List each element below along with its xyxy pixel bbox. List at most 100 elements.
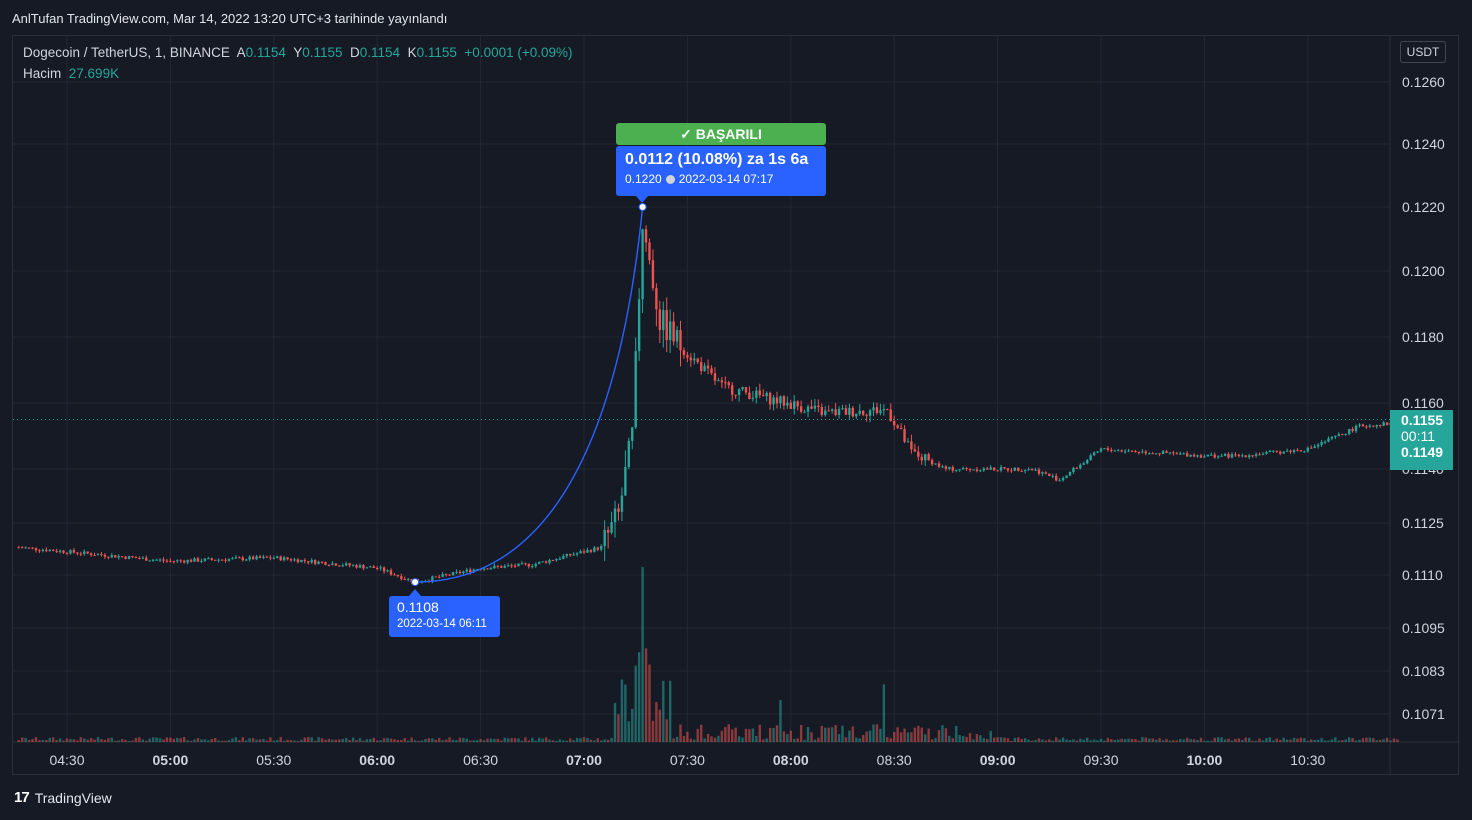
volume-bar	[241, 737, 244, 742]
volume-label: Hacim	[23, 66, 62, 81]
volume-bar	[896, 727, 899, 742]
volume-bar	[358, 738, 362, 742]
y-tick-label: 0.1110	[1402, 567, 1443, 583]
candle-body	[55, 551, 58, 553]
volume-layer	[17, 567, 1399, 742]
x-tick-label: 08:30	[877, 752, 912, 768]
candle-body	[1213, 454, 1216, 458]
symbol-name[interactable]: Dogecoin / TetherUS, 1, BINANCE	[23, 45, 230, 60]
volume-bar	[1344, 739, 1347, 742]
volume-bar	[372, 737, 375, 742]
volume-bar	[141, 739, 145, 742]
candle-body	[944, 466, 948, 469]
candle-body	[1320, 441, 1323, 445]
volume-bar	[1151, 738, 1154, 742]
volume-bar	[799, 724, 803, 742]
volume-bar	[469, 740, 472, 742]
candle-body	[965, 467, 968, 469]
volume-bar	[1023, 738, 1027, 742]
volume-bar	[86, 739, 89, 742]
candle-body	[134, 557, 138, 559]
candle-body	[1206, 454, 1210, 457]
volume-bar	[103, 739, 107, 742]
candle-body	[937, 463, 941, 467]
candle-body	[1313, 446, 1316, 449]
candle-body	[1072, 467, 1075, 473]
volume-bar	[1203, 740, 1206, 742]
target-label-box[interactable]: 0.0112 (10.08%) za 1s 6a 0.1220 2022-03-…	[616, 146, 826, 196]
candle-body	[648, 242, 651, 261]
volume-bar	[313, 740, 317, 742]
volume-bar	[1272, 740, 1275, 742]
candle-body	[930, 460, 934, 465]
volume-bar	[248, 738, 251, 742]
volume-bar	[1051, 740, 1054, 742]
candle-body	[1189, 454, 1192, 457]
candle-body	[606, 529, 610, 533]
volume-bar	[813, 739, 817, 742]
volume-bar	[593, 740, 596, 742]
volume-bar	[83, 738, 86, 742]
volume-bar	[1182, 739, 1185, 742]
candle-body	[503, 565, 506, 568]
volume-bar	[641, 567, 644, 742]
volume-bar	[679, 724, 682, 742]
volume-bar	[775, 725, 779, 742]
candle-body	[803, 411, 806, 413]
candle-body	[1051, 475, 1054, 477]
candle-body	[300, 559, 303, 563]
low-label-box[interactable]: 0.1108 2022-03-14 06:11	[389, 596, 500, 637]
candle-body	[748, 392, 751, 400]
volume-bar	[24, 737, 27, 742]
candle-body	[813, 405, 817, 409]
candle-body	[448, 574, 451, 576]
volume-bar	[979, 735, 982, 742]
candle-body	[1244, 455, 1247, 458]
volume-bar	[1148, 738, 1151, 742]
volume-bar	[434, 739, 437, 742]
candle-body	[344, 563, 348, 566]
x-tick-label: 06:00	[359, 752, 395, 768]
volume-bar	[572, 740, 575, 742]
candle-body	[799, 406, 803, 412]
check-icon: ✓	[680, 126, 692, 142]
candle-body	[31, 547, 34, 549]
brand-footer[interactable]: 17 TradingView	[14, 789, 112, 806]
candle-body	[407, 578, 410, 580]
volume-bar	[617, 714, 620, 742]
candle-body	[1023, 469, 1027, 472]
volume-bar	[220, 740, 224, 742]
candle-body	[210, 558, 213, 560]
candle-body	[320, 561, 324, 563]
volume-bar	[1347, 737, 1351, 742]
candlestick-chart[interactable]: 0.12600.12400.12200.12000.11800.11600.11…	[13, 36, 1460, 776]
volume-bar	[27, 740, 31, 742]
volume-bar	[1279, 739, 1282, 742]
candle-body	[379, 567, 382, 569]
candle-body	[1161, 451, 1165, 455]
candle-body	[482, 568, 486, 570]
volume-bar	[875, 724, 879, 742]
candle-body	[772, 397, 775, 405]
volume-bar	[793, 738, 796, 742]
measure-curve	[415, 206, 644, 583]
volume-bar	[827, 727, 830, 742]
volume-bar	[537, 737, 541, 742]
volume-bar	[310, 737, 313, 742]
candle-body	[1086, 460, 1089, 464]
candle-body	[93, 555, 96, 557]
candle-body	[1316, 444, 1320, 447]
candle-body	[1310, 447, 1313, 449]
volume-bar	[1230, 740, 1234, 742]
volume-bar	[176, 737, 179, 742]
y-tick-label: 0.1160	[1402, 395, 1444, 411]
candle-body	[431, 576, 434, 582]
currency-button[interactable]: USDT	[1400, 41, 1446, 63]
volume-bar	[145, 740, 148, 742]
volume-bar	[541, 738, 544, 742]
candle-body	[1234, 454, 1237, 456]
candle-body	[465, 569, 469, 572]
volume-bar	[300, 739, 303, 742]
candle-body	[1158, 453, 1161, 455]
volume-bar	[765, 738, 768, 742]
